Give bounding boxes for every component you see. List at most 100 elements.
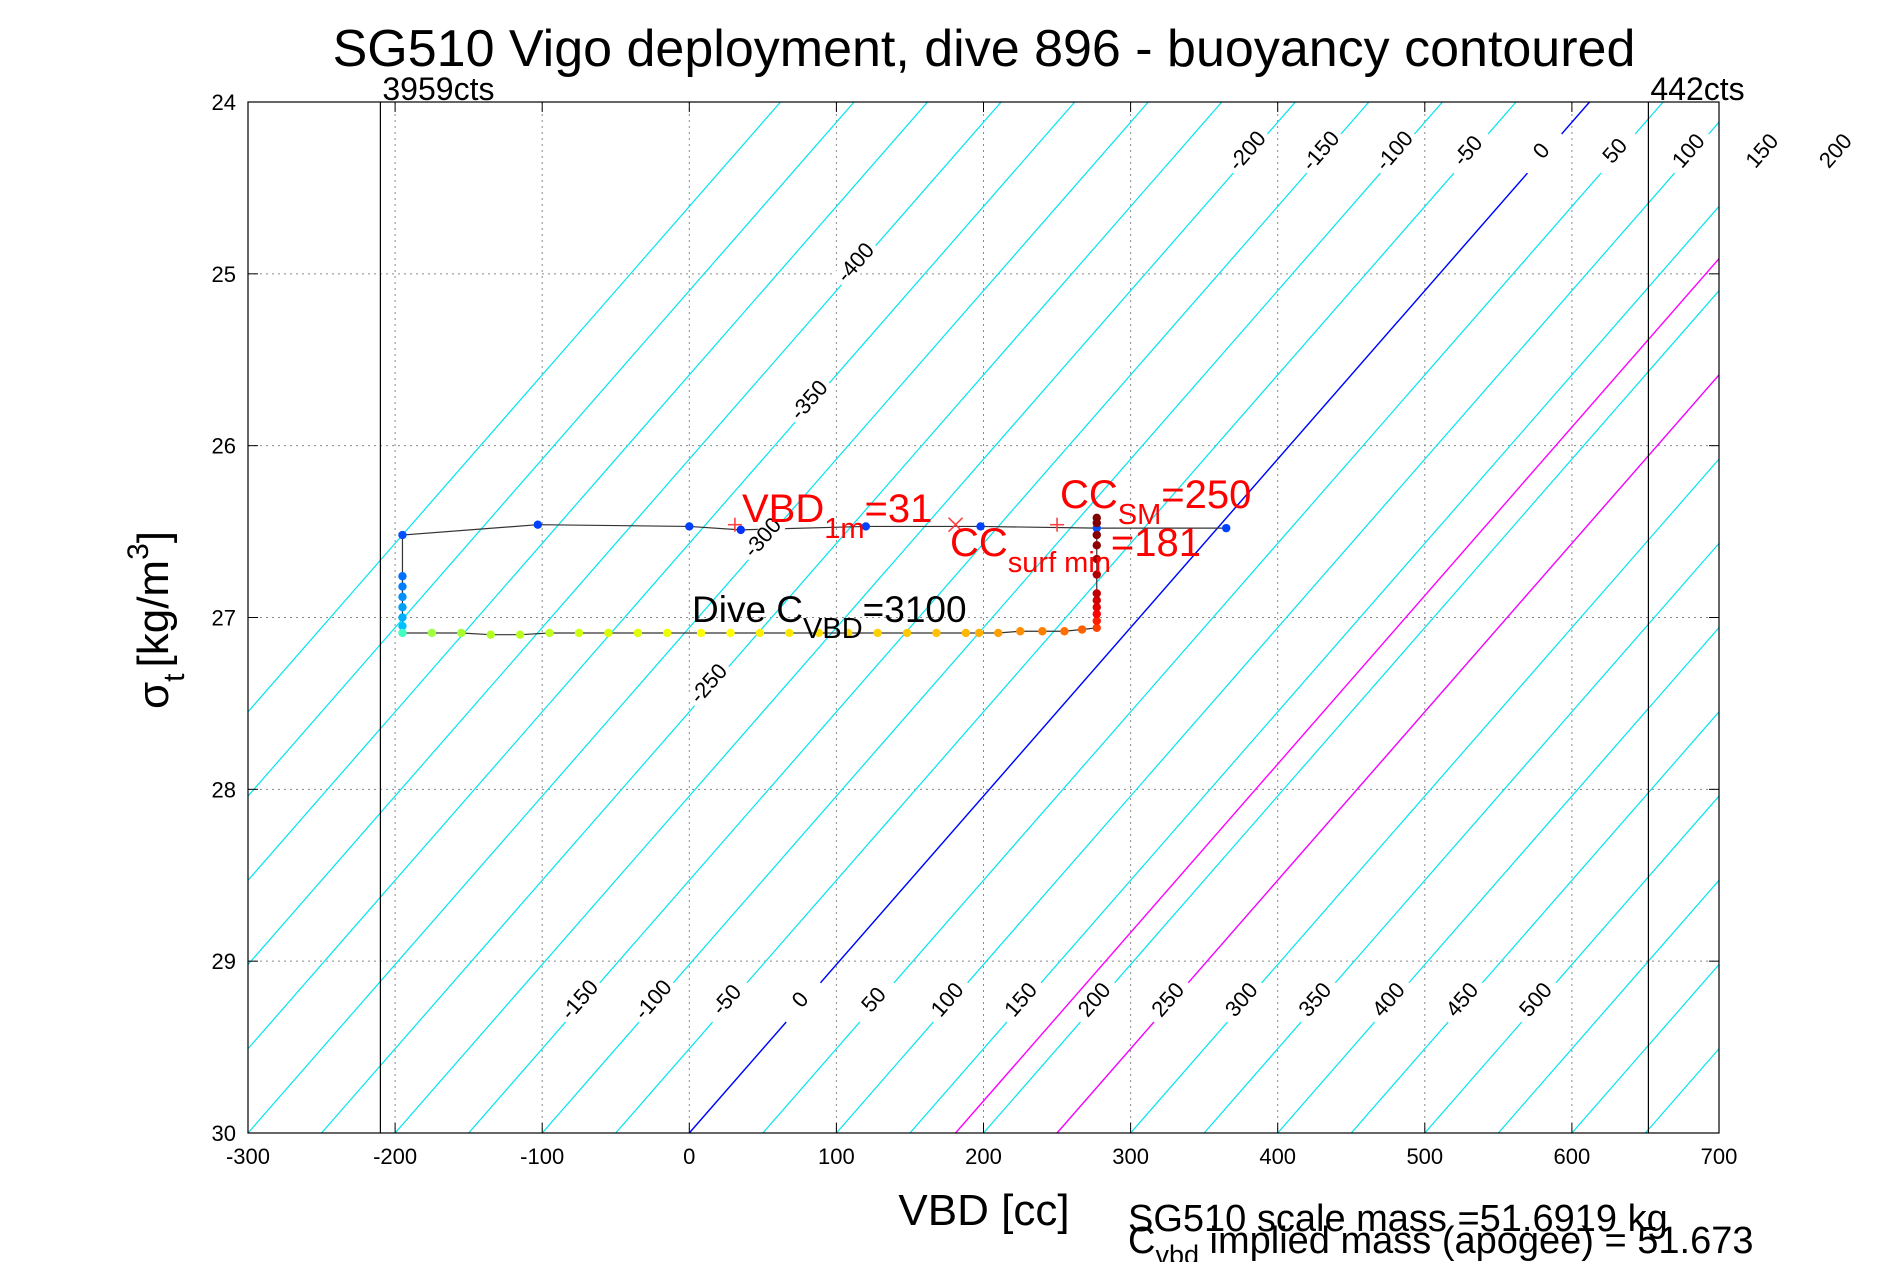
trajectory-point-28 <box>814 628 823 638</box>
svg-text:σt[kg/m3]: σt [kg/m3] <box>122 531 191 709</box>
trajectory-point-11 <box>398 602 407 612</box>
trajectory-point-27 <box>785 628 794 638</box>
contour-label-bottom-bg-10 <box>1291 974 1341 1027</box>
contour-label-bottom-bg-9 <box>1217 974 1268 1027</box>
y-tick-label-3: 27 <box>212 606 236 631</box>
trajectory-point-39 <box>1077 625 1087 634</box>
annotation-vbd-1m-main: VBD <box>742 487 824 531</box>
y-tick-label-2: 26 <box>212 434 236 459</box>
vbd-limit-label-0: 3959cts <box>382 71 494 107</box>
contour-line--250 <box>321 102 1223 1133</box>
contour-line-200 <box>983 289 1719 1133</box>
trajectory-point-37 <box>1038 627 1047 636</box>
x-axis-label: VBD [cc] <box>898 1186 1069 1235</box>
x-tick-label-9: 600 <box>1554 1144 1591 1169</box>
contour-label-bottom-3: 0 <box>776 974 826 1027</box>
trajectory-point-34 <box>974 628 984 638</box>
contour-label-bottom-bg-3 <box>776 974 826 1027</box>
trajectory-point-0 <box>1222 523 1231 533</box>
trajectory-point-5 <box>685 522 694 531</box>
trajectory-point-18 <box>515 630 525 639</box>
y-tick-label-1: 25 <box>212 262 236 287</box>
trajectory-point-35 <box>994 628 1003 638</box>
trajectory-point-20 <box>574 628 584 638</box>
annotation-cc-sm: CCSM=250 <box>1060 473 1251 531</box>
contour-label-top-bg-4 <box>1223 125 1273 178</box>
annotation-cc-surf-min-sub: surf min <box>1008 547 1111 579</box>
x-tick-label-6: 300 <box>1112 1144 1149 1169</box>
grid-layer <box>248 102 1719 1133</box>
x-tick-label-5: 200 <box>965 1144 1002 1169</box>
contour-label-top-bg-5 <box>1296 125 1347 178</box>
contour-label-bottom-bg-8 <box>1144 974 1194 1027</box>
contour-label-bottom-bg-0 <box>555 974 606 1027</box>
trajectory-point-12 <box>398 613 407 622</box>
trajectory-point-6 <box>533 520 542 529</box>
trajectory-point-9 <box>398 582 407 591</box>
contour-label-top-bg-9 <box>1591 125 1641 178</box>
contour-label-top-bg-10 <box>1664 125 1715 178</box>
trajectory-point-3 <box>861 522 871 531</box>
x-tick-label-7: 400 <box>1259 1144 1296 1169</box>
footer-scale-mass: SG510 scale mass =51.6919 kg <box>1128 1198 1668 1240</box>
annotation-dive-cvbd: Dive CVBD=3100 <box>692 589 967 645</box>
trajectory-point-51 <box>1092 513 1101 523</box>
trajectory-point-44 <box>1092 596 1101 605</box>
highlight-line-cc-sm <box>1056 373 1719 1133</box>
y-tick-label-5: 29 <box>212 949 236 974</box>
annotation-vbd-1m-sub: 1m <box>824 513 864 545</box>
highlight-line-zero-buoyancy <box>688 102 1591 1133</box>
contour-label-top-8: 0 <box>1517 125 1567 178</box>
contour-line--50 <box>615 102 1517 1133</box>
annotation-vbd-1m: VBD1m=31 <box>742 487 932 545</box>
trajectory-point-30 <box>873 628 882 638</box>
contour-label-top-bg-1 <box>785 374 835 427</box>
x-tick-label-8: 500 <box>1406 1144 1443 1169</box>
contour-line--550 <box>248 102 781 713</box>
y-axis-label-sub: t <box>158 673 191 682</box>
y-tick-label-6: 30 <box>212 1121 236 1146</box>
y-axis-label-sup: 3 <box>122 543 155 560</box>
contour-label-bottom-bg-5 <box>923 974 973 1027</box>
contour-label-top-bg-7 <box>1444 125 1494 178</box>
footer-implied-mass-main: C <box>1128 1220 1155 1262</box>
trajectory-point-41 <box>1092 616 1101 626</box>
trajectory-point-40 <box>1092 623 1101 633</box>
contour-label-top-bg-3 <box>684 658 735 711</box>
trajectory-point-48 <box>1092 541 1101 550</box>
annotation-cc-surf-min: CCsurf min=181 <box>950 521 1201 579</box>
marker-cc-surf-min <box>947 517 964 533</box>
tick-layer: -300 -200 -100 0 100 200 300 400 500 600 700242526… <box>212 90 1738 1169</box>
trajectory-point-8 <box>398 572 407 581</box>
x-tick-label-2: -100 <box>520 1144 564 1169</box>
chart-title: SG510 Vigo deployment, dive 896 - buoyan… <box>333 20 1636 78</box>
contour-line--200 <box>394 102 1296 1133</box>
trajectory-point-42 <box>1092 609 1101 619</box>
trajectory-point-2 <box>976 522 985 531</box>
y-axis-label: σt [kg/m3] <box>122 531 191 709</box>
trajectory-point-10 <box>398 592 407 602</box>
highlight-line-cc-surf-min <box>955 257 1719 1133</box>
x-tick-label-1: -200 <box>373 1144 417 1169</box>
vbd-limit-layer: 3959cts 442cts <box>379 71 1745 1133</box>
annotation-dive-cvbd-value: =3100 <box>863 589 967 630</box>
annotation-cc-sm-main: CC <box>1060 473 1118 517</box>
footer-implied-mass-sub: vbd <box>1155 1240 1199 1262</box>
trajectory-point-45 <box>1092 589 1101 598</box>
contour-line-450 <box>1350 710 1719 1133</box>
x-tick-label-10: 700 <box>1701 1144 1738 1169</box>
trajectory-point-22 <box>633 628 643 638</box>
trajectory-point-33 <box>961 628 971 638</box>
trajectory-point-17 <box>486 630 495 639</box>
contour-label-top-bg-0 <box>831 237 881 290</box>
trajectory-point-21 <box>604 628 613 638</box>
marker-cc-sm <box>1050 517 1065 532</box>
contour-label-top-bg-12 <box>1811 125 1862 178</box>
trajectory-point-4 <box>736 525 745 535</box>
plot-frame <box>247 101 1720 1134</box>
annotation-cc-sm-value: =250 <box>1161 473 1251 517</box>
contour-label-bottom-bg-4 <box>849 974 900 1027</box>
contour-label-top-bg-6 <box>1370 125 1420 178</box>
contour-label-bottom-bg-11 <box>1364 974 1415 1027</box>
vbd-limit-label-1: 442cts <box>1650 71 1744 107</box>
